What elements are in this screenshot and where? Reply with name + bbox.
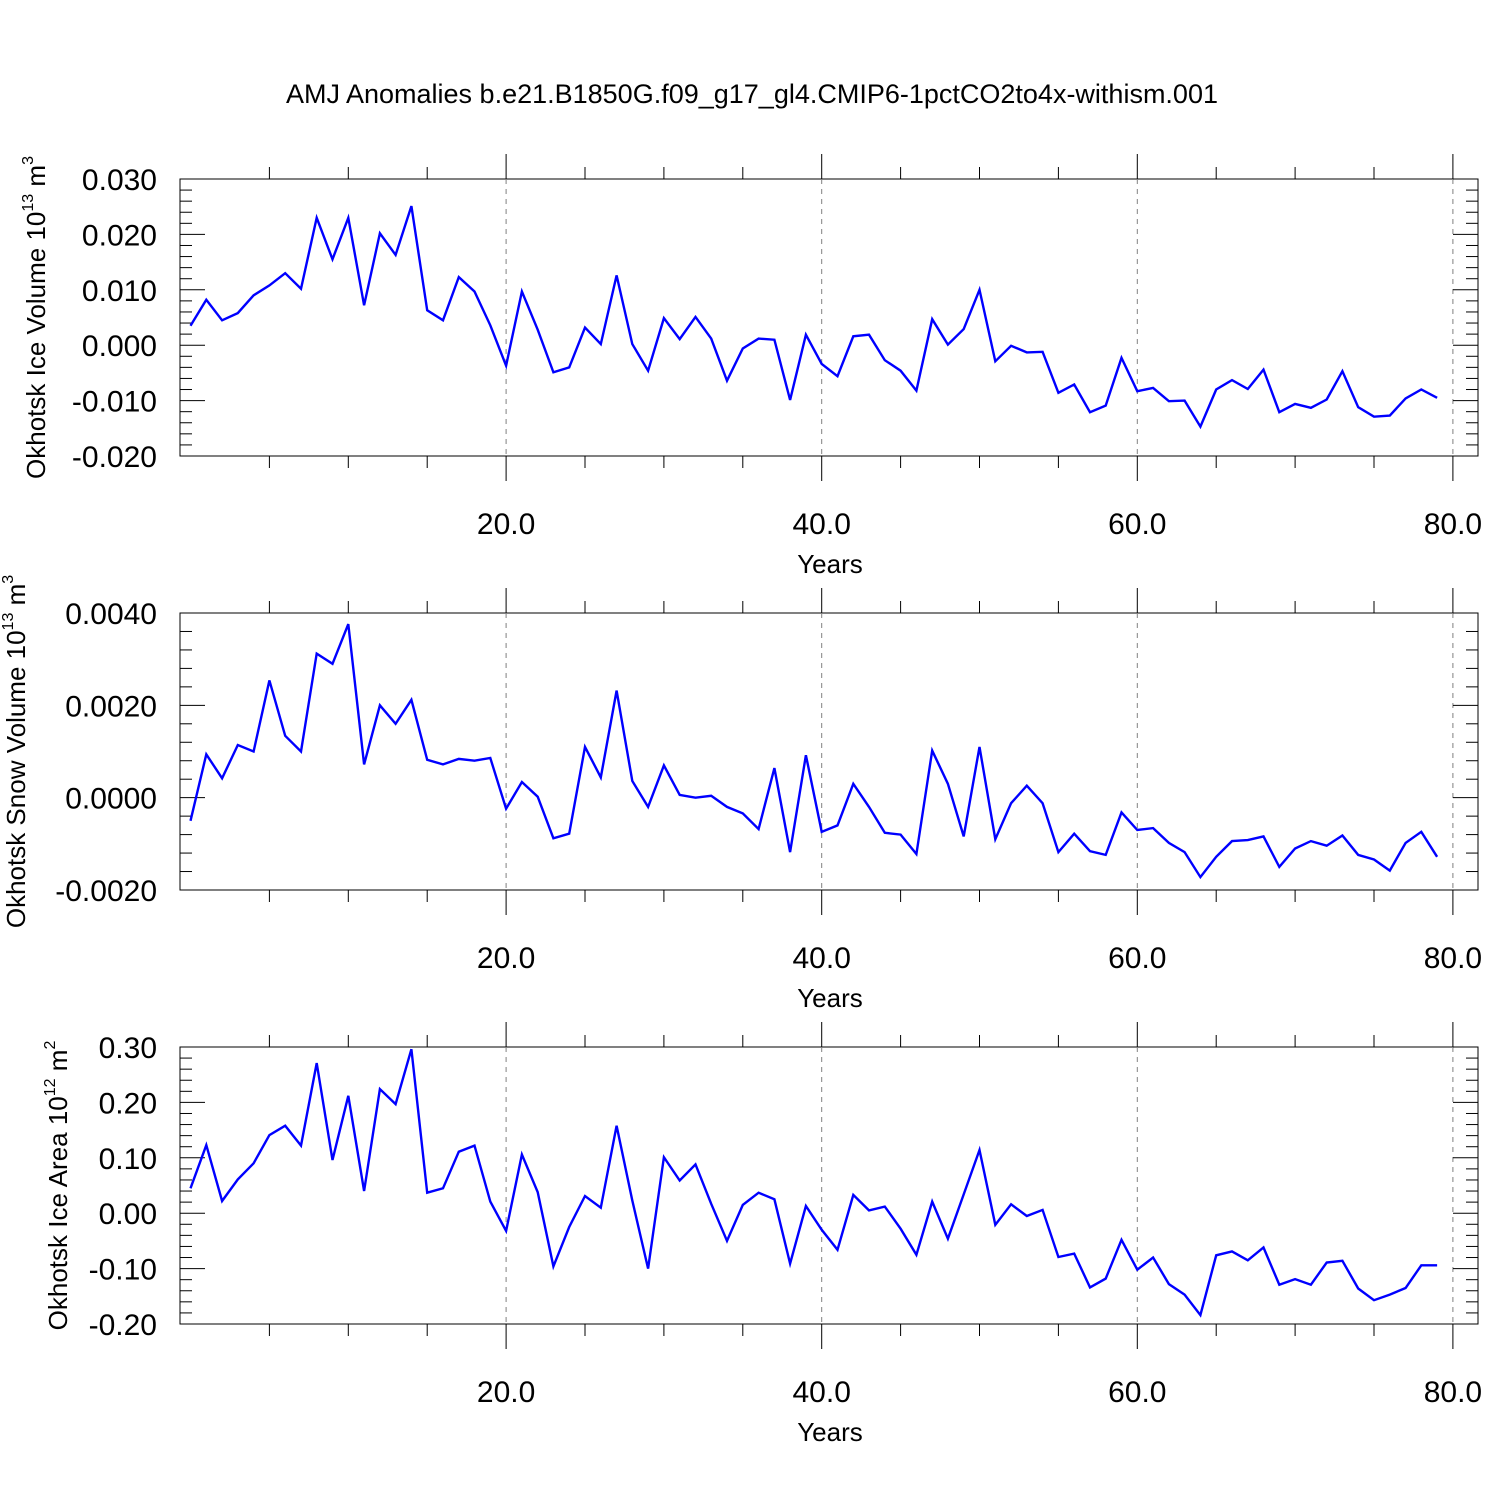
y-axis-title: Okhotsk Ice Area 1012 m2 (42, 1041, 73, 1331)
y-tick-label: 0.020 (82, 219, 157, 252)
x-tick-label: 80.0 (1424, 508, 1482, 541)
y-tick-label: 0.20 (99, 1087, 157, 1120)
y-tick-label: -0.010 (72, 386, 157, 419)
x-tick-label: 40.0 (793, 942, 851, 975)
x-tick-label: 20.0 (477, 508, 535, 541)
panel-snow-volume: -0.0020 0.0000 0.0020 0.0040 20.0 40.0 60.0 80.… (0, 575, 1482, 1013)
y-tick-label: 0.00 (99, 1198, 157, 1231)
x-tick-label: 40.0 (793, 1376, 851, 1409)
y-axis-title: Okhotsk Ice Volume 1013 m3 (20, 156, 51, 479)
x-tick-label: 20.0 (477, 942, 535, 975)
y-tick-label: 0.0040 (65, 598, 157, 631)
y-tick-label: 0.30 (99, 1032, 157, 1065)
plot-frame (179, 1046, 1479, 1325)
x-axis-title: Years (797, 549, 863, 579)
plot-frame (179, 612, 1479, 891)
x-axis-title: Years (797, 983, 863, 1013)
series-line (189, 205, 1438, 430)
x-tick-label: 80.0 (1424, 942, 1482, 975)
y-tick-label: -0.20 (89, 1309, 157, 1342)
panel-ice-area: -0.20 -0.10 0.00 0.10 0.20 0.30 20.0 40.0 60.0 80… (42, 1022, 1482, 1447)
y-tick-label: 0.0020 (65, 690, 157, 723)
x-axis-title: Years (797, 1417, 863, 1447)
y-tick-label: -0.020 (72, 441, 157, 474)
y-tick-label: -0.10 (89, 1254, 157, 1287)
y-axis-title: Okhotsk Snow Volume 1013 m3 (0, 575, 31, 928)
y-tick-label: 0.030 (82, 164, 157, 197)
y-tick-label: 0.000 (82, 330, 157, 363)
x-tick-label: 60.0 (1108, 942, 1166, 975)
y-tick-label: 0.0000 (65, 783, 157, 816)
series-line (189, 1048, 1438, 1318)
x-tick-label: 60.0 (1108, 508, 1166, 541)
y-tick-label: 0.010 (82, 275, 157, 308)
plot-frame (179, 178, 1479, 457)
series-line (189, 623, 1439, 880)
chart-title: AMJ Anomalies b.e21.B1850G.f09_g17_gl4.C… (286, 79, 1218, 109)
y-tick-label: 0.10 (99, 1143, 157, 1176)
x-tick-label: 40.0 (793, 508, 851, 541)
x-tick-label: 20.0 (477, 1376, 535, 1409)
panel-ice-volume: -0.020 -0.010 0.000 0.010 0.020 0.030 20.0 40.0… (20, 154, 1482, 579)
x-tick-label: 60.0 (1108, 1376, 1166, 1409)
y-tick-label: -0.0020 (55, 875, 157, 908)
x-tick-label: 80.0 (1424, 1376, 1482, 1409)
